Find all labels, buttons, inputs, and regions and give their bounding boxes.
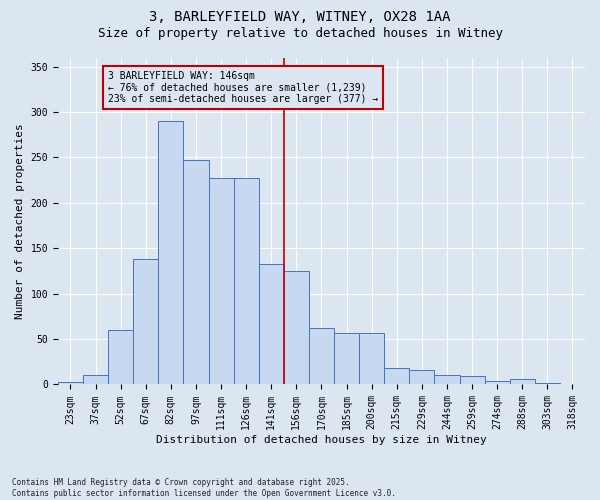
Bar	[359, 332, 384, 384]
Bar	[133, 259, 158, 384]
Text: Size of property relative to detached houses in Witney: Size of property relative to detached ho…	[97, 28, 503, 40]
Bar	[485, 381, 510, 384]
Bar	[334, 332, 359, 384]
Bar	[284, 271, 309, 384]
Y-axis label: Number of detached properties: Number of detached properties	[15, 123, 25, 319]
Text: 3 BARLEYFIELD WAY: 146sqm
← 76% of detached houses are smaller (1,239)
23% of se: 3 BARLEYFIELD WAY: 146sqm ← 76% of detac…	[108, 71, 379, 104]
Bar	[209, 178, 233, 384]
Bar	[309, 328, 334, 384]
Bar	[535, 382, 560, 384]
Bar	[510, 379, 535, 384]
Bar	[108, 330, 133, 384]
Bar	[409, 370, 434, 384]
X-axis label: Distribution of detached houses by size in Witney: Distribution of detached houses by size …	[156, 435, 487, 445]
Bar	[233, 178, 259, 384]
Text: Contains HM Land Registry data © Crown copyright and database right 2025.
Contai: Contains HM Land Registry data © Crown c…	[12, 478, 396, 498]
Bar	[58, 382, 83, 384]
Bar	[460, 376, 485, 384]
Text: 3, BARLEYFIELD WAY, WITNEY, OX28 1AA: 3, BARLEYFIELD WAY, WITNEY, OX28 1AA	[149, 10, 451, 24]
Bar	[434, 376, 460, 384]
Bar	[384, 368, 409, 384]
Bar	[259, 264, 284, 384]
Bar	[158, 121, 184, 384]
Bar	[83, 376, 108, 384]
Bar	[184, 160, 209, 384]
